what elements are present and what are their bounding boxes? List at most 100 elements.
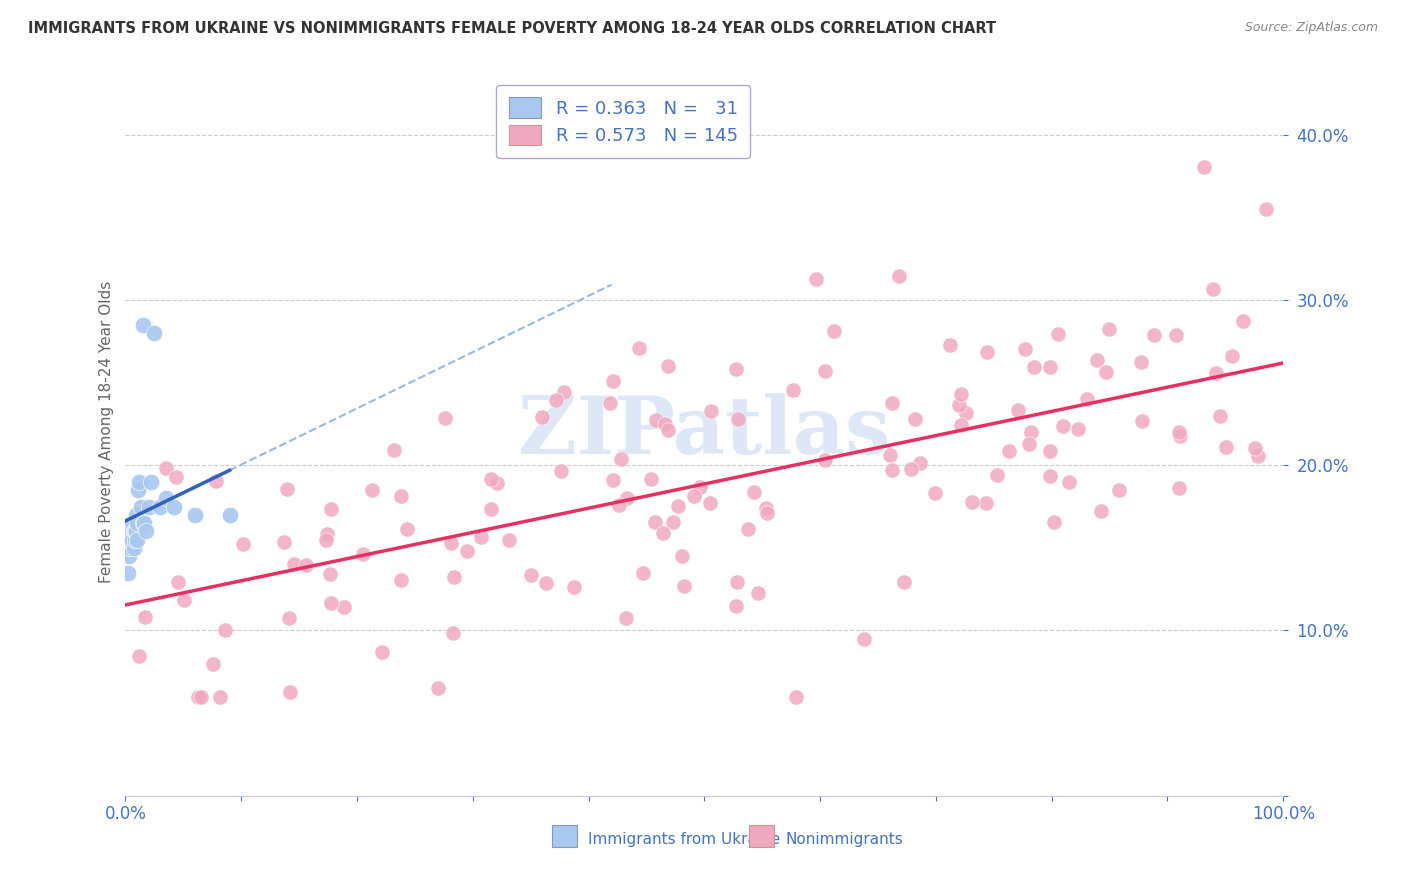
Point	[129, 500, 152, 514]
Point	[782, 383, 804, 397]
Point	[1220, 349, 1243, 363]
Point	[155, 461, 177, 475]
Point	[976, 344, 998, 359]
Point	[644, 515, 666, 529]
Point	[427, 681, 450, 696]
Point	[652, 526, 675, 541]
Point	[1067, 422, 1090, 436]
Point	[1205, 366, 1227, 380]
Point	[1014, 343, 1036, 357]
Point	[950, 386, 973, 401]
Point	[118, 549, 141, 563]
Point	[125, 533, 148, 547]
Point	[628, 341, 651, 355]
Point	[433, 411, 456, 425]
Point	[321, 596, 343, 610]
Point	[614, 611, 637, 625]
Point	[1052, 419, 1074, 434]
Point	[1039, 468, 1062, 483]
Point	[149, 500, 172, 514]
Point	[128, 648, 150, 663]
Point	[173, 593, 195, 607]
Point	[682, 489, 704, 503]
Point	[955, 406, 977, 420]
Point	[294, 558, 316, 573]
Point	[986, 468, 1008, 483]
Text: Nonimmigrants: Nonimmigrants	[785, 832, 903, 847]
Point	[276, 482, 298, 496]
Point	[1209, 409, 1232, 424]
Point	[616, 491, 638, 505]
Point	[1202, 282, 1225, 296]
Point	[814, 364, 837, 378]
Point	[479, 472, 502, 486]
Point	[727, 411, 749, 425]
Point	[121, 516, 143, 530]
Point	[1168, 425, 1191, 440]
Point	[120, 533, 142, 547]
Point	[273, 535, 295, 549]
Point	[395, 522, 418, 536]
Point	[122, 541, 145, 555]
Point	[128, 475, 150, 489]
Point	[470, 530, 492, 544]
Point	[389, 489, 412, 503]
Point	[550, 464, 572, 478]
Point	[976, 496, 998, 510]
Point	[440, 535, 463, 549]
Point	[673, 579, 696, 593]
Point	[120, 533, 142, 547]
Point	[360, 483, 382, 497]
Point	[1057, 475, 1080, 489]
Point	[124, 524, 146, 539]
Point	[610, 452, 633, 467]
Point	[1130, 414, 1153, 428]
Point	[724, 362, 747, 376]
Point	[218, 508, 240, 522]
Point	[187, 690, 209, 704]
Point	[205, 474, 228, 488]
Point	[333, 599, 356, 614]
Point	[1090, 504, 1112, 518]
Point	[1164, 327, 1187, 342]
Point	[950, 417, 973, 432]
Point	[122, 524, 145, 539]
Point	[127, 483, 149, 497]
Point	[163, 500, 186, 514]
Point	[143, 326, 166, 340]
Point	[806, 272, 828, 286]
Point	[960, 494, 983, 508]
Point	[456, 543, 478, 558]
Point	[880, 395, 903, 409]
Point	[232, 537, 254, 551]
Point	[1243, 441, 1265, 455]
Point	[1168, 429, 1191, 443]
Point	[904, 411, 927, 425]
Legend: R = 0.363   N =   31, R = 0.573   N = 145: R = 0.363 N = 31, R = 0.573 N = 145	[496, 85, 751, 158]
Point	[908, 456, 931, 470]
Point	[553, 385, 575, 400]
Point	[138, 500, 160, 514]
Point	[1076, 392, 1098, 407]
Point	[1098, 321, 1121, 335]
Point	[700, 404, 723, 418]
Point	[120, 541, 142, 555]
Point	[315, 526, 337, 541]
Point	[125, 524, 148, 539]
Point	[725, 574, 748, 589]
Point	[1047, 326, 1070, 341]
Point	[1215, 440, 1237, 454]
Point	[132, 516, 155, 530]
Point	[602, 374, 624, 388]
Point	[1019, 425, 1042, 440]
Point	[319, 567, 342, 582]
Point	[166, 575, 188, 590]
Point	[1095, 365, 1118, 379]
Point	[1043, 515, 1066, 529]
Point	[599, 396, 621, 410]
Text: Immigrants from Ukraine: Immigrants from Ukraine	[588, 832, 780, 847]
Point	[134, 610, 156, 624]
Point	[201, 657, 224, 671]
Point	[742, 485, 765, 500]
Point	[1232, 314, 1254, 328]
